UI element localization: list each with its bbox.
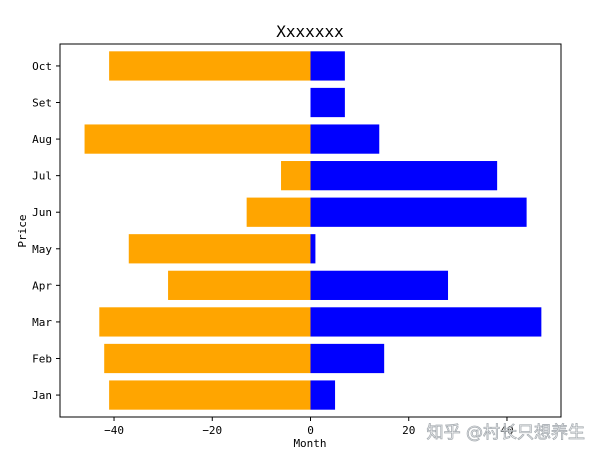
bar-jan-series-2 xyxy=(310,380,336,410)
bar-feb-series-2 xyxy=(310,343,385,374)
bar-may-series-1 xyxy=(128,234,311,264)
bar-oct-series-1 xyxy=(109,51,311,81)
bar-jan-series-1 xyxy=(109,380,311,410)
y-tick-label: Jul xyxy=(32,170,52,183)
x-tick-label: 20 xyxy=(402,424,415,437)
bar-jun-series-1 xyxy=(246,197,311,227)
y-tick-label: Set xyxy=(32,97,52,110)
y-tick-label: Mar xyxy=(32,316,52,329)
chart-title: Xxxxxxx xyxy=(276,22,344,41)
bars-group xyxy=(84,51,542,410)
bar-set-series-2 xyxy=(310,87,345,118)
y-tick-label: Apr xyxy=(32,279,52,292)
bar-oct-series-2 xyxy=(310,51,345,81)
y-tick-label: Oct xyxy=(32,60,52,73)
plot-frame xyxy=(59,43,562,418)
bar-aug-series-1 xyxy=(84,124,311,154)
bar-jun-series-2 xyxy=(310,197,527,227)
y-axis-label: Price xyxy=(16,214,29,247)
bar-mar-series-1 xyxy=(99,307,311,337)
bar-aug-series-2 xyxy=(310,124,380,154)
bar-apr-series-1 xyxy=(168,270,311,300)
y-tick-label: Jan xyxy=(32,389,52,402)
x-axis-ticks: −40 −20 0 20 40 xyxy=(104,417,514,437)
x-axis-label: Month xyxy=(293,437,326,450)
bar-jul-series-1 xyxy=(281,161,311,191)
x-tick-label: −20 xyxy=(202,424,222,437)
bar-jul-series-2 xyxy=(310,161,498,191)
x-tick-label: −40 xyxy=(104,424,124,437)
x-tick-label: 40 xyxy=(500,424,513,437)
bar-feb-series-1 xyxy=(104,343,311,374)
y-tick-label: Feb xyxy=(32,352,52,365)
y-tick-label: Aug xyxy=(32,133,52,146)
bar-mar-series-2 xyxy=(310,307,542,337)
bar-may-series-2 xyxy=(310,234,316,264)
x-tick-label: 0 xyxy=(307,424,314,437)
y-tick-label: May xyxy=(32,243,52,256)
y-axis-ticks: Jan Feb Mar Apr May Jun Jul Aug Set Oct xyxy=(32,60,60,402)
y-tick-label: Jun xyxy=(32,206,52,219)
watermark: 知乎 @村长只想养生 xyxy=(427,423,585,443)
bar-apr-series-2 xyxy=(310,270,449,300)
